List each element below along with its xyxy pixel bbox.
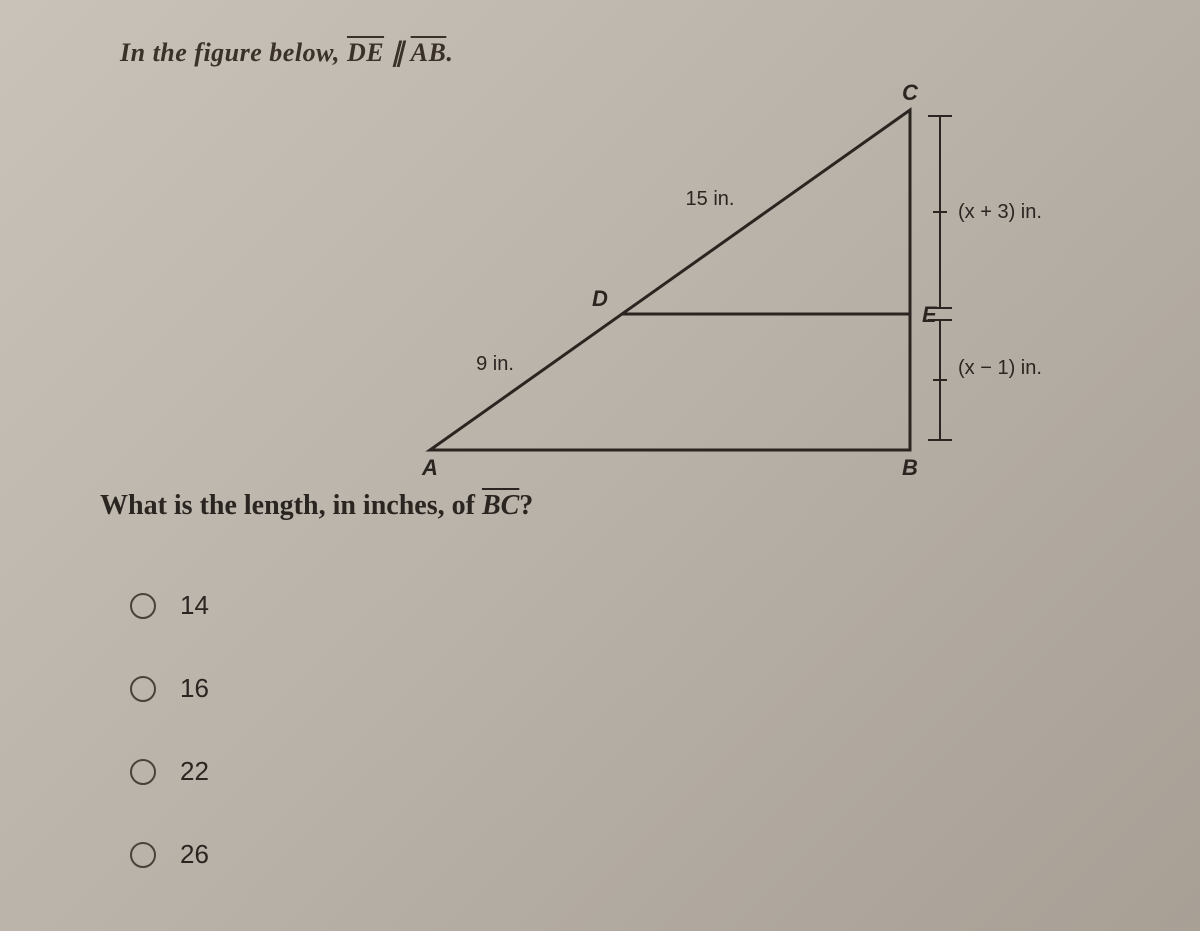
label-da: 9 in. bbox=[476, 353, 514, 375]
prompt-prefix: In the figure below, bbox=[120, 38, 347, 67]
label-eb: (x − 1) in. bbox=[958, 357, 1042, 379]
answer-list: 14 16 22 26 bbox=[130, 590, 209, 922]
page-root: In the figure below, DE ∥ AB. bbox=[0, 0, 1200, 931]
radio-icon bbox=[130, 593, 156, 619]
bracket-eb bbox=[928, 320, 952, 440]
bracket-ce bbox=[928, 116, 952, 308]
label-cd: 15 in. bbox=[686, 188, 735, 210]
vertex-e-label: E bbox=[922, 302, 938, 327]
answer-option-1[interactable]: 16 bbox=[130, 673, 209, 704]
segment-bc: BC bbox=[482, 490, 519, 521]
segment-de: DE bbox=[347, 38, 384, 67]
radio-icon bbox=[130, 842, 156, 868]
answer-label: 26 bbox=[180, 839, 209, 870]
answer-option-0[interactable]: 14 bbox=[130, 590, 209, 621]
vertex-d-label: D bbox=[592, 286, 608, 311]
vertex-b-label: B bbox=[902, 455, 918, 480]
vertex-c-label: C bbox=[902, 80, 919, 105]
radio-icon bbox=[130, 759, 156, 785]
triangle-svg: A B C D E 15 in. 9 in. (x + 3) in. (x − … bbox=[400, 80, 1100, 480]
segment-ab: AB bbox=[411, 38, 447, 67]
prompt-text: In the figure below, DE ∥ AB. bbox=[120, 38, 453, 68]
question-prefix: What is the length, in inches, of bbox=[100, 490, 482, 521]
label-ce: (x + 3) in. bbox=[958, 201, 1042, 223]
answer-label: 14 bbox=[180, 590, 209, 621]
answer-label: 16 bbox=[180, 673, 209, 704]
radio-icon bbox=[130, 676, 156, 702]
answer-label: 22 bbox=[180, 756, 209, 787]
question-suffix: ? bbox=[519, 490, 533, 521]
triangle-abc bbox=[430, 110, 910, 450]
triangle-figure: A B C D E 15 in. 9 in. (x + 3) in. (x − … bbox=[400, 80, 1100, 480]
answer-option-2[interactable]: 22 bbox=[130, 756, 209, 787]
parallel-symbol: ∥ bbox=[391, 38, 405, 67]
prompt-suffix: . bbox=[446, 38, 453, 67]
answer-option-3[interactable]: 26 bbox=[130, 839, 209, 870]
question-text: What is the length, in inches, of BC? bbox=[100, 490, 533, 522]
vertex-a-label: A bbox=[421, 455, 438, 480]
